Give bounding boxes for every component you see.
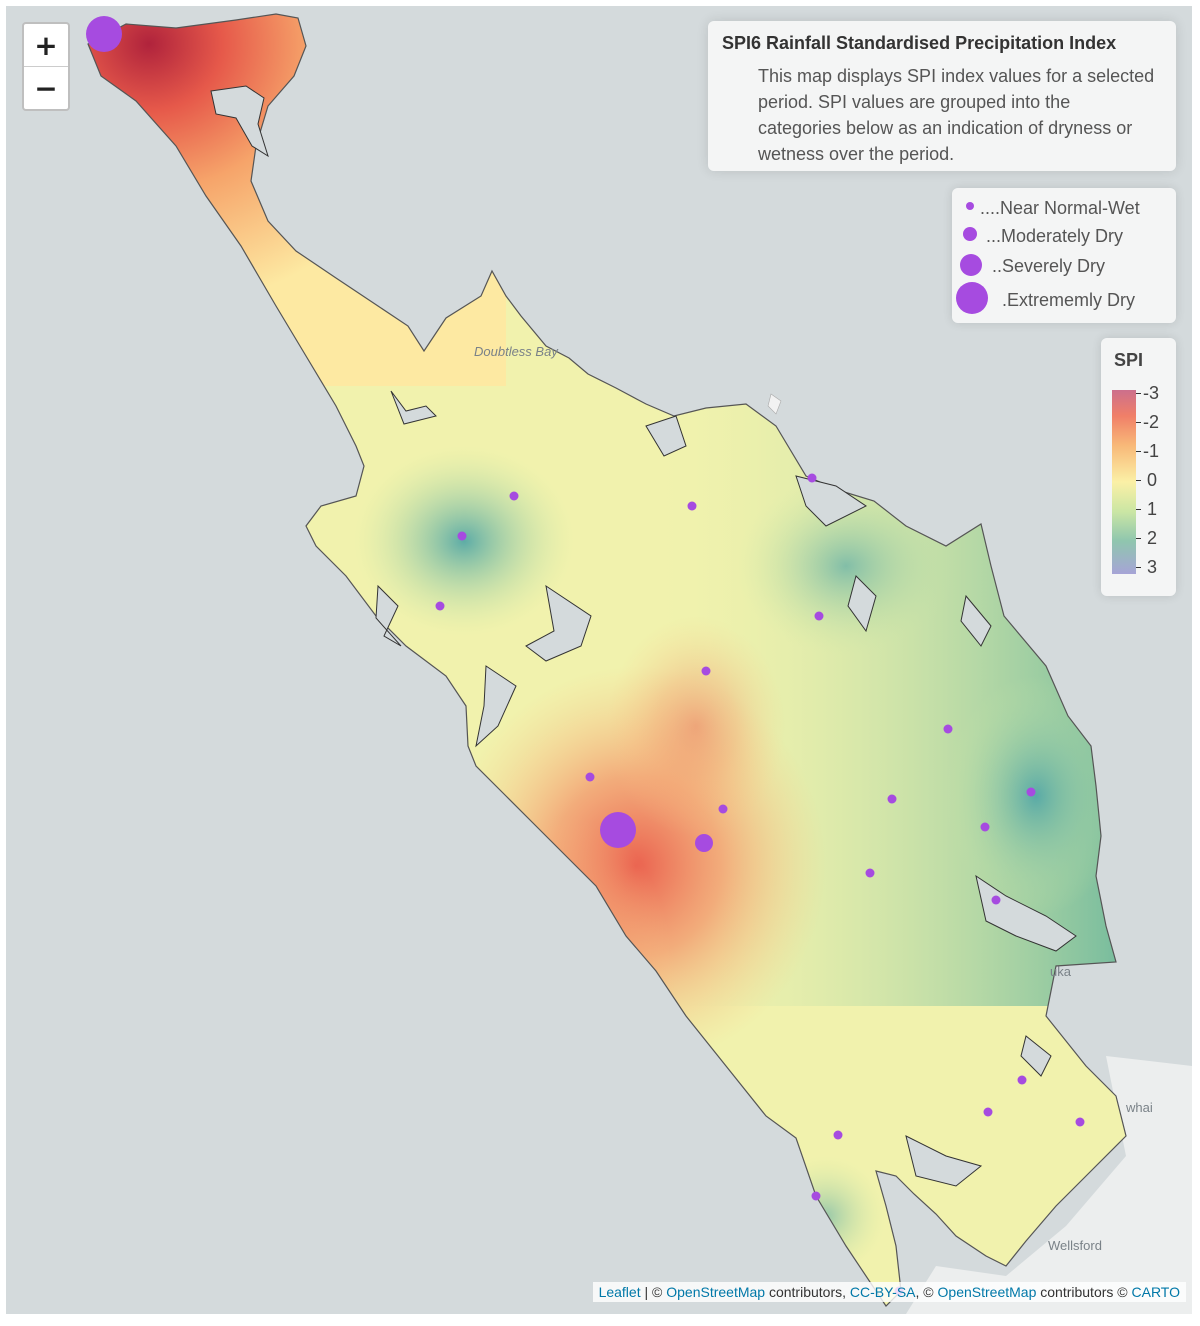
kaiwaka-partial-label: uka [1050,964,1071,979]
spi-tick [1136,422,1141,423]
spi-tick [1136,567,1141,568]
spi-legend-title: SPI [1114,350,1144,370]
zoom-out-button[interactable]: − [24,66,68,109]
attribution-text: contributors, [765,1284,850,1300]
spi-tick [1136,509,1141,510]
legend-label: ...Moderately Dry [986,226,1124,246]
spi-tick-label: 2 [1147,528,1158,548]
spi-tick [1136,538,1141,539]
spi-tick-label: -3 [1143,383,1160,403]
attribution-text: contributors © [1036,1284,1132,1300]
osm-link[interactable]: OpenStreetMap [937,1284,1037,1300]
legend-label: ..Severely Dry [992,256,1106,276]
spi-tick [1136,451,1141,452]
wellsford-label: Wellsford [1048,1238,1102,1253]
info-box: SPI6 Rainfall Standardised Precipitation… [708,21,1176,171]
spi-tick-label: 0 [1147,470,1158,490]
legend-item-near-normal-wet: ....Near Normal-Wet [952,194,1176,224]
leaflet-link[interactable]: Leaflet [598,1284,641,1300]
info-title: SPI6 Rainfall Standardised Precipitation… [722,33,1117,53]
attribution-text: , © [915,1284,938,1300]
legend-label: .Extrememly Dry [1002,290,1136,310]
spi-color-legend: SPI -3 -2 -1 0 1 2 3 [1101,338,1176,596]
attribution-text: | © [640,1284,667,1300]
zoom-control: + − [22,22,70,111]
island [767,393,782,415]
spi-tick [1136,480,1141,481]
mangawhai-partial-label: whai [1126,1100,1153,1115]
legend-dot-large [960,254,982,276]
legend-dot-small [966,202,974,210]
legend-item-severely-dry: ..Severely Dry [952,252,1176,282]
spi-tick [1136,393,1141,394]
osm-link[interactable]: OpenStreetMap [666,1284,766,1300]
spi-tick-label: 3 [1147,557,1158,577]
spi-tick-label: -1 [1143,441,1160,461]
legend-dot-medium [963,227,977,241]
legend-item-moderately-dry: ...Moderately Dry [952,222,1176,252]
map-container[interactable]: Doubtless Bay Wellsford uka whai [6,6,1192,1314]
harbours [210,85,1077,1187]
spi-tick-label: -2 [1143,412,1160,432]
doubtless-bay-label: Doubtless Bay [474,344,558,359]
zoom-in-button[interactable]: + [34,28,58,62]
cc-by-sa-link[interactable]: CC-BY-SA [849,1284,916,1300]
map-attribution: Leaflet | © OpenStreetMap contributors, … [592,1282,1186,1302]
spi-color-ramp [1112,390,1136,574]
legend-item-extremely-dry: .Extrememly Dry [952,282,1176,314]
legend-dot-xlarge [956,282,988,314]
carto-link[interactable]: CARTO [1131,1284,1181,1300]
info-description: This map displays SPI index values for a… [758,66,1155,164]
category-legend: ....Near Normal-Wet ...Moderately Dry ..… [952,188,1176,323]
map-canvas[interactable] [6,6,1192,1314]
legend-label: ....Near Normal-Wet [980,198,1140,218]
spi-tick-label: 1 [1147,499,1158,519]
